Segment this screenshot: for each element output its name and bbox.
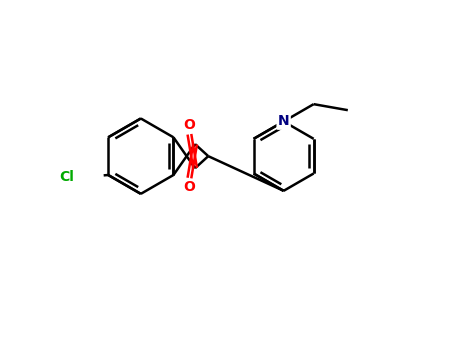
- Text: O: O: [183, 180, 195, 194]
- Text: N: N: [278, 114, 289, 128]
- Text: O: O: [183, 118, 195, 132]
- Text: Cl: Cl: [60, 170, 74, 184]
